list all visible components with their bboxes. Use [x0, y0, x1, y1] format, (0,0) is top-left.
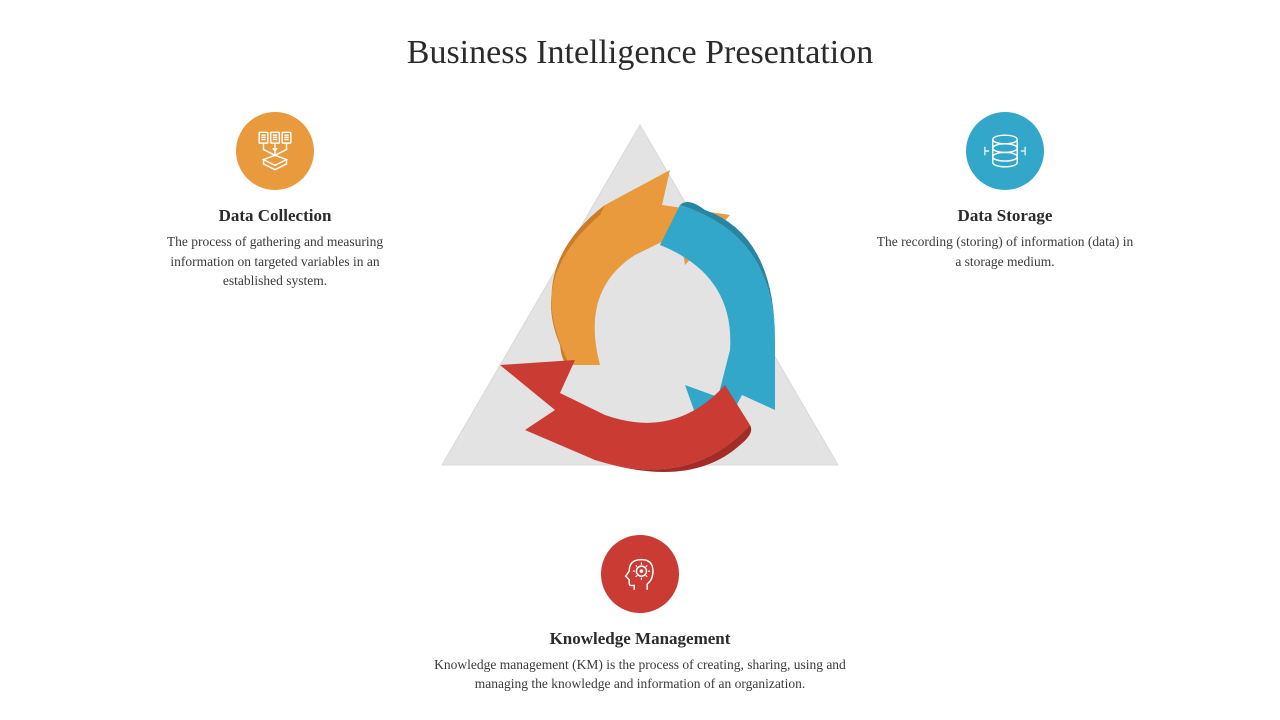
block-title-left: Data Collection [145, 206, 405, 226]
block-data-storage: Data Storage The recording (storing) of … [875, 112, 1135, 271]
block-desc-right: The recording (storing) of information (… [875, 232, 1135, 271]
slide-title: Business Intelligence Presentation [0, 34, 1280, 72]
triangle-bg [442, 125, 838, 465]
block-title-right: Data Storage [875, 206, 1135, 226]
knowledge-mgmt-icon [601, 535, 679, 613]
block-title-bottom: Knowledge Management [420, 629, 860, 649]
data-storage-icon [966, 112, 1044, 190]
block-desc-bottom: Knowledge management (KM) is the process… [420, 655, 860, 694]
block-data-collection: Data Collection The process of gathering… [145, 112, 405, 291]
block-desc-left: The process of gathering and measuring i… [145, 232, 405, 291]
slide: Business Intelligence Presentation [0, 0, 1280, 720]
cycle-triangle-diagram [430, 115, 850, 485]
data-collection-icon [236, 112, 314, 190]
block-knowledge-mgmt: Knowledge Management Knowledge managemen… [420, 535, 860, 694]
